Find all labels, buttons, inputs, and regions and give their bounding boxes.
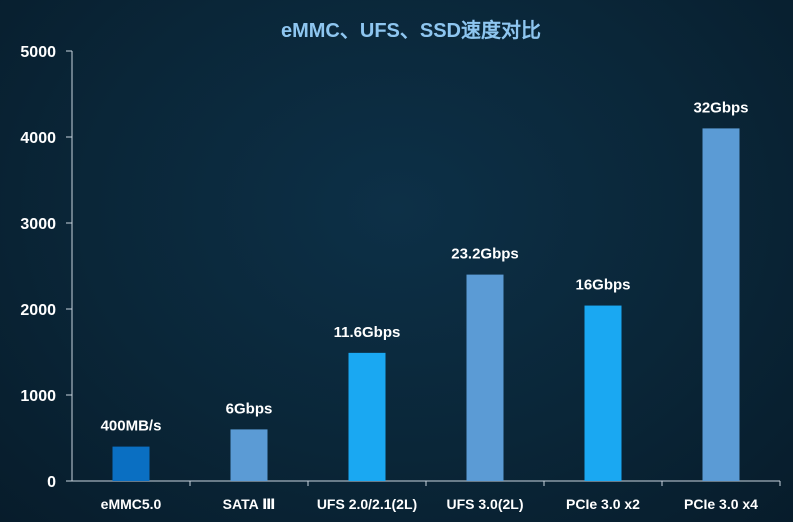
x-axis: eMMC5.0 SATA Ⅲ UFS 2.0/2.1(2L) UFS 3.0(2L) P…	[72, 480, 781, 512]
data-label: 400MB/s	[101, 418, 162, 435]
y-tick-label: 2000	[20, 302, 56, 319]
x-tick-label: UFS 3.0(2L)	[446, 496, 523, 512]
x-tick-label: UFS 2.0/2.1(2L)	[317, 496, 417, 512]
data-label: 23.2Gbps	[451, 246, 519, 263]
x-tick-label: PCIe 3.0 x4	[684, 496, 758, 512]
chart-title: eMMC、UFS、SSD速度对比	[281, 18, 541, 42]
x-tick-label: eMMC5.0	[101, 496, 162, 512]
bar	[702, 128, 740, 481]
bar	[230, 429, 268, 481]
bar	[584, 305, 622, 481]
y-tick-label: 0	[47, 474, 56, 491]
y-tick-label: 3000	[20, 216, 56, 233]
bar	[348, 352, 386, 481]
bar	[466, 274, 504, 481]
y-axis: 0 1000 2000 3000 4000 5000	[20, 44, 73, 491]
data-label: 6Gbps	[226, 400, 273, 417]
data-label: 11.6Gbps	[334, 324, 401, 341]
bars: 400MB/s 6Gbps 11.6Gbps 23.2Gbps 16Gbps 32Gbps	[101, 99, 749, 481]
x-tick-label: PCIe 3.0 x2	[566, 496, 640, 512]
x-tick-label: SATA Ⅲ	[223, 496, 276, 512]
bar	[112, 446, 150, 481]
y-tick-label: 5000	[20, 44, 56, 61]
y-tick-label: 1000	[20, 388, 56, 405]
data-label: 32Gbps	[693, 99, 748, 116]
data-label: 16Gbps	[575, 277, 630, 294]
y-tick-label: 4000	[20, 130, 56, 147]
